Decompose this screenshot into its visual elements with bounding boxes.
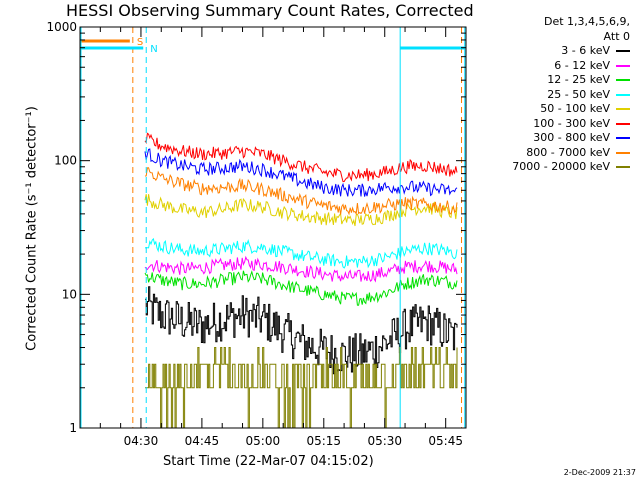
legend-item: 100 - 300 keV: [512, 117, 630, 132]
legend-item-label: 50 - 100 keV: [540, 102, 610, 115]
legend-swatch: [616, 137, 630, 140]
marker-label-n: N: [150, 44, 157, 55]
legend-item-label: 12 - 25 keV: [547, 73, 610, 86]
x-tick-label: 04:30: [124, 434, 159, 448]
series-layer: [144, 132, 458, 429]
legend-item: 300 - 800 keV: [512, 131, 630, 146]
legend-swatch: [616, 122, 630, 125]
x-tick-label: 05:15: [306, 434, 341, 448]
x-tick-label: 05:00: [246, 434, 281, 448]
series-line-50-100-kev: [144, 194, 458, 227]
legend-swatch: [616, 79, 630, 82]
legend-item-label: 800 - 7000 keV: [526, 145, 610, 159]
legend-item: 7000 - 20000 keV: [512, 160, 630, 175]
legend-item-label: 7000 - 20000 keV: [512, 160, 610, 173]
series-line-3-6-kev: [145, 286, 458, 375]
marker-label-s: S: [137, 37, 143, 48]
series-line-12-25-kev: [144, 270, 458, 306]
legend: Det 1,3,4,5,6,9, Att 0 3 - 6 keV 6 - 12 k…: [512, 15, 630, 175]
plot-frame: [79, 26, 467, 429]
legend-header-detectors: Det 1,3,4,5,6,9,: [543, 15, 630, 28]
legend-item-label: 6 - 12 keV: [554, 58, 610, 72]
y-tick-label: 1000: [46, 20, 77, 34]
legend-item: 50 - 100 keV: [512, 102, 630, 117]
legend-item: 6 - 12 keV: [512, 59, 630, 74]
series-line-800-7000-kev: [144, 167, 458, 216]
y-tick-label: 10: [62, 287, 77, 301]
generation-timestamp: 2-Dec-2009 21:37: [563, 468, 636, 477]
x-tick-label: 05:45: [428, 434, 463, 448]
legend-item: 12 - 25 keV: [512, 73, 630, 88]
legend-swatch: [616, 64, 630, 67]
chart-title: HESSI Observing Summary Count Rates, Cor…: [66, 1, 474, 20]
legend-item-label: 300 - 800 keV: [533, 131, 610, 144]
legend-swatch: [616, 166, 630, 169]
y-axis-label: Corrected Count Rate (s⁻¹ detector⁻¹): [24, 106, 40, 351]
legend-item: 25 - 50 keV: [512, 88, 630, 103]
series-line-25-50-kev: [144, 237, 458, 269]
legend-swatch: [616, 93, 630, 96]
x-axis-label: Start Time (22-Mar-07 04:15:02): [163, 454, 374, 469]
tick-layer: 1 10 100 1000 04:30 04:45 05:00 05:15 05:30 05:45: [46, 20, 467, 448]
marker-layer: SN: [80, 27, 466, 428]
legend-item: 3 - 6 keV: [512, 44, 630, 59]
series-line-6-12-kev: [144, 255, 458, 283]
x-tick-label: 04:45: [185, 434, 220, 448]
series-line-100-300-kev: [144, 132, 458, 183]
legend-swatch: [616, 50, 630, 53]
legend-swatch: [616, 151, 630, 154]
legend-item-label: 25 - 50 keV: [547, 87, 610, 101]
series-line-7000-20000-kev: [145, 347, 458, 429]
legend-rows: 3 - 6 keV 6 - 12 keV 12 - 25 keV 25 - 50 ke…: [512, 44, 630, 175]
legend-item-label: 3 - 6 keV: [561, 44, 610, 57]
legend-header-attenuator: Att 0: [603, 29, 630, 43]
legend-item-label: 100 - 300 keV: [533, 116, 610, 130]
x-tick-label: 05:30: [367, 434, 402, 448]
legend-item: 800 - 7000 keV: [512, 146, 630, 161]
y-tick-label: 1: [69, 421, 77, 435]
series-line-300-800-kev: [144, 148, 458, 197]
y-tick-label: 100: [54, 154, 77, 168]
legend-swatch: [616, 108, 630, 111]
